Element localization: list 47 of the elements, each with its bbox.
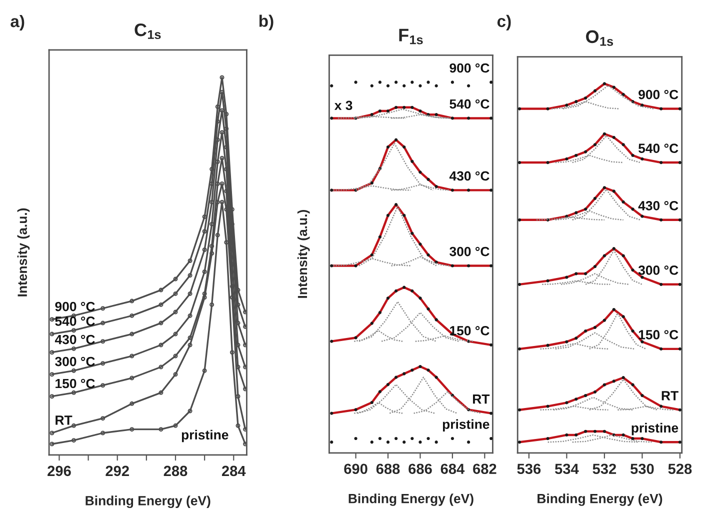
annotation: RT xyxy=(662,391,678,400)
x-tick-label: 688 xyxy=(376,464,400,474)
x-tick-label: 684 xyxy=(440,464,465,474)
annotation: 540 °C xyxy=(55,316,95,326)
annotation: 540 °C xyxy=(638,144,678,153)
x-tick-label: 528 xyxy=(668,464,692,474)
x-tick-label: 284 xyxy=(222,466,246,476)
chart-title: C$_{1s}$ xyxy=(134,23,161,40)
y-axis-title: Intensity (a.u.) xyxy=(297,210,310,298)
annotation: 430 °C xyxy=(638,201,678,210)
x-tick-label: 534 xyxy=(554,464,579,474)
annotation: 150 °C xyxy=(450,326,490,336)
annotation: pristine xyxy=(182,430,228,442)
x-tick-label: 532 xyxy=(592,464,616,474)
annotation: x 3 xyxy=(334,100,352,110)
annotation: 900 °C xyxy=(55,302,95,312)
x-tick-label: 686 xyxy=(408,464,432,474)
annotation: 150 °C xyxy=(638,330,678,340)
annotation: pristine xyxy=(632,422,678,436)
annotation: 300 °C xyxy=(55,356,95,366)
text: c) xyxy=(497,14,511,30)
x-tick-label: 292 xyxy=(106,466,129,476)
annotation: pristine xyxy=(442,419,490,432)
annotation: 900 °C xyxy=(638,90,678,100)
y-axis-title: Intensity (a.u.) xyxy=(17,208,30,296)
x-tick-label: 690 xyxy=(344,464,368,474)
x-tick-label: 288 xyxy=(164,466,188,476)
text: b) xyxy=(259,14,274,30)
chart-title: F$_{1s}$ xyxy=(399,28,423,44)
x-axis-title: Binding Energy (eV) xyxy=(538,494,662,506)
x-tick-label: 296 xyxy=(48,466,71,476)
x-tick-label: 682 xyxy=(473,464,496,474)
x-tick-label: 536 xyxy=(517,464,541,474)
x-tick-label: 530 xyxy=(630,464,654,474)
annotation: RT xyxy=(56,416,72,425)
x-axis-title: Binding Energy (eV) xyxy=(348,494,474,506)
annotation: 540 °C xyxy=(450,99,490,109)
annotation: 150 °C xyxy=(56,378,95,388)
chart-title: O$_{1s}$ xyxy=(586,30,614,46)
annotation: 300 °C xyxy=(638,266,678,275)
x-axis-title: Binding Energy (eV) xyxy=(86,496,210,508)
annotation: 430 °C xyxy=(449,171,490,181)
annotation: 900 °C xyxy=(450,63,490,73)
text: a) xyxy=(10,14,24,31)
annotation: 430 °C xyxy=(54,334,95,344)
annotation: RT xyxy=(473,394,490,404)
annotation: 300 °C xyxy=(450,246,490,256)
